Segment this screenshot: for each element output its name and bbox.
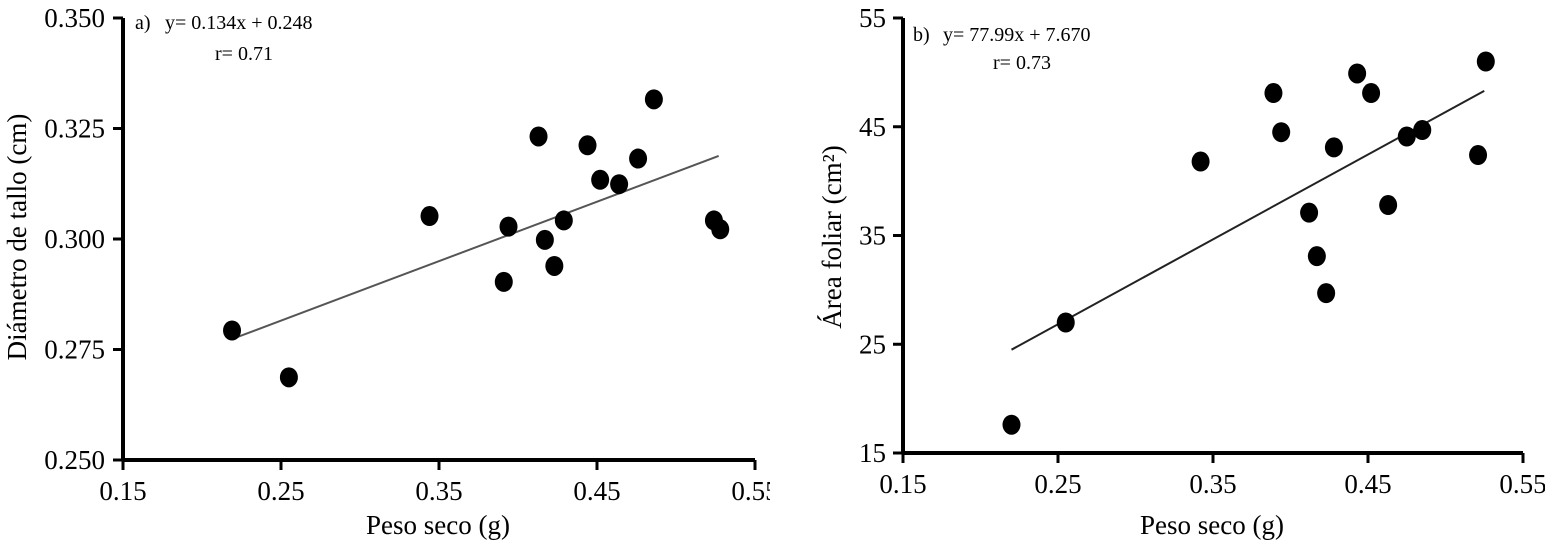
chart-a-equation: y= 0.134x + 0.248 — [165, 12, 313, 34]
chart-b-data-point — [1264, 83, 1283, 104]
chart-b-data-point — [1317, 283, 1336, 304]
chart-a-x-tick-label: 0.35 — [415, 476, 462, 506]
chart-a-y-tick-label: 0.275 — [44, 335, 105, 365]
chart-a-x-tick-label: 0.45 — [573, 476, 620, 506]
chart-a-data-point — [591, 169, 610, 190]
chart-a-data-point — [223, 320, 242, 341]
chart-a-data-point — [554, 210, 573, 231]
chart-a-data-point — [499, 216, 518, 237]
chart-b-x-axis-title: Peso seco (g) — [1140, 510, 1284, 540]
chart-a-data-point — [644, 89, 663, 110]
chart-a-panel-label: a) — [135, 12, 151, 34]
chart-a-svg: a) y= 0.134x + 0.248 r= 0.71 Peso seco (… — [2, 3, 779, 540]
chart-a-data-point — [420, 206, 439, 227]
chart-a-data-point — [494, 271, 513, 292]
chart-b-data-point — [1300, 202, 1319, 223]
chart-panel-a: a) y= 0.134x + 0.248 r= 0.71 Peso seco (… — [0, 0, 779, 547]
chart-b-y-tick-label: 15 — [859, 438, 886, 468]
chart-a-data-point — [711, 219, 730, 240]
chart-b-data-point — [1056, 312, 1075, 333]
chart-b-y-tick-label: 25 — [859, 329, 886, 359]
chart-b-data-point — [1379, 195, 1398, 216]
chart-b-x-tick-label: 0.35 — [1189, 469, 1236, 499]
chart-b-x-tick-label: 0.55 — [1499, 469, 1545, 499]
chart-b-data-point — [1307, 246, 1326, 267]
chart-a-data-point — [535, 229, 554, 250]
chart-b-y-axis-title: Área foliar (cm²) — [817, 145, 847, 329]
chart-b-x-tick-label: 0.15 — [879, 469, 926, 499]
chart-b-panel-label: b) — [913, 24, 930, 46]
chart-a-y-tick-label: 0.325 — [44, 114, 105, 144]
chart-b-data-point — [1191, 151, 1210, 172]
chart-b-data-point — [1397, 126, 1416, 147]
chart-a-y-tick-label: 0.300 — [44, 224, 105, 254]
chart-a-data-point — [545, 255, 564, 276]
chart-b-data-point — [1348, 63, 1367, 84]
chart-b-y-tick-label: 45 — [859, 112, 886, 142]
chart-b-x-tick-label: 0.25 — [1034, 469, 1081, 499]
chart-b-data-point — [1272, 122, 1291, 143]
chart-b-y-tick-label: 35 — [859, 221, 886, 251]
chart-a-data-point — [629, 148, 648, 169]
chart-b-svg: b) y= 77.99x + 7.670 r= 0.73 Peso seco (… — [817, 3, 1545, 540]
chart-a-x-tick-label: 0.25 — [257, 476, 304, 506]
chart-a-x-tick-label: 0.15 — [99, 476, 146, 506]
chart-a-data-point — [529, 126, 548, 147]
chart-a-y-tick-label: 0.350 — [44, 3, 105, 33]
chart-b-r-value: r= 0.73 — [993, 52, 1051, 74]
chart-a-data-point — [279, 367, 298, 388]
chart-b-data-point — [1362, 83, 1381, 104]
chart-a-y-axis-title: Diámetro de tallo (cm) — [2, 114, 32, 361]
chart-b-y-tick-label: 55 — [859, 3, 886, 33]
chart-b-equation: y= 77.99x + 7.670 — [943, 24, 1091, 46]
chart-b-data-point — [1324, 137, 1343, 158]
chart-a-r-value: r= 0.71 — [215, 43, 273, 65]
chart-a-trendline — [233, 154, 720, 340]
chart-a-data-point — [610, 174, 629, 195]
chart-a-x-tick-label: 0.55 — [731, 476, 770, 506]
chart-a-x-axis-title: Peso seco (g) — [366, 510, 510, 540]
chart-a-data-point — [578, 135, 597, 156]
chart-b-data-point — [1413, 120, 1432, 141]
chart-b-data-point — [1476, 51, 1495, 72]
chart-panel-b: b) y= 77.99x + 7.670 r= 0.73 Peso seco (… — [770, 0, 1545, 547]
chart-b-x-tick-label: 0.45 — [1344, 469, 1391, 499]
chart-a-y-tick-label: 0.250 — [44, 445, 105, 475]
chart-b-data-point — [1469, 145, 1488, 166]
chart-b-data-point — [1002, 414, 1021, 435]
